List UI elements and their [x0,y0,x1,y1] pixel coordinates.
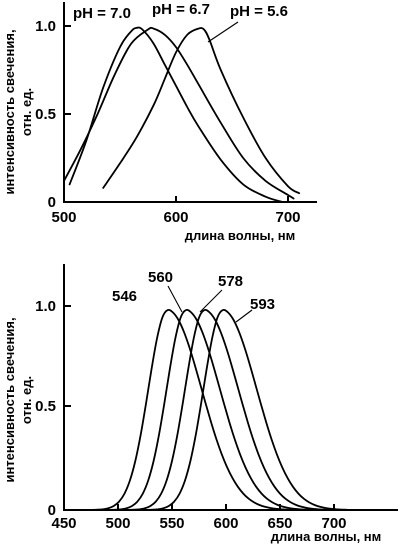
bottom-series-line-546 [80,308,315,511]
top-ylabel-line1: интенсивность свечения, [2,29,17,194]
top-series-line-1 [68,26,284,203]
bottom-series-line-560 [98,308,333,511]
top-xlabel: длина волны, нм [185,228,296,243]
bottom-annotation-546: 546 [112,288,137,305]
top-ytick-label-1: 1.0 [35,18,56,35]
top-ytick-label-0: 0 [48,194,56,211]
bottom-annotation-560: 560 [148,269,173,286]
bottom-xtick-label-550: 550 [159,515,184,532]
bottom-series-line-578 [117,308,352,511]
top-annotation-ph67: pH = 6.7 [152,1,210,18]
bottom-xtick-label-500: 500 [105,515,130,532]
bottom-xtick-label-450: 450 [51,515,76,532]
top-xtick-label-600: 600 [163,209,188,226]
bottom-series-line-593 [135,308,370,511]
top-annotation-ph70: pH = 7.0 [73,5,131,22]
top-ylabel-line2: отн. ед. [19,88,34,136]
top-xtick-label-700: 700 [275,209,300,226]
bottom-series-group [80,308,370,511]
bottom-leader-593 [235,309,253,323]
top-xtick-label-500: 500 [51,209,76,226]
top-series-line-2 [63,26,295,200]
bottom-xtick-label-650: 650 [267,515,292,532]
top-annotation-ph56: pH = 5.6 [230,3,288,20]
bottom-ylabel-line2: отн. ед. [19,376,34,424]
bottom-xtick-label-700: 700 [321,515,346,532]
bottom-ytick-label-0: 0 [48,502,56,519]
top-ytick-label-05: 0.5 [35,106,56,123]
bottom-leader-560 [167,285,183,313]
top-series-line-3 [102,27,301,195]
bottom-leader-578 [199,289,223,313]
bottom-ylabel-line1: интенсивность свечения, [2,317,17,482]
top-leader-ph56 [207,21,239,43]
bottom-xtick-label-600: 600 [213,515,238,532]
bottom-xlabel: длина волны, нм [271,529,382,544]
bottom-annotation-593: 593 [250,296,275,313]
top-series-group [63,26,301,203]
bottom-annotation-578: 578 [218,273,243,290]
chart-top: интенсивность свечения, отн. ед. 0 0.5 1… [2,1,317,243]
bottom-ytick-label-1: 1.0 [35,298,56,315]
bottom-ytick-label-05: 0.5 [35,398,56,415]
chart-bottom: интенсивность свечения, отн. ед. 0 0.5 1… [2,264,398,544]
